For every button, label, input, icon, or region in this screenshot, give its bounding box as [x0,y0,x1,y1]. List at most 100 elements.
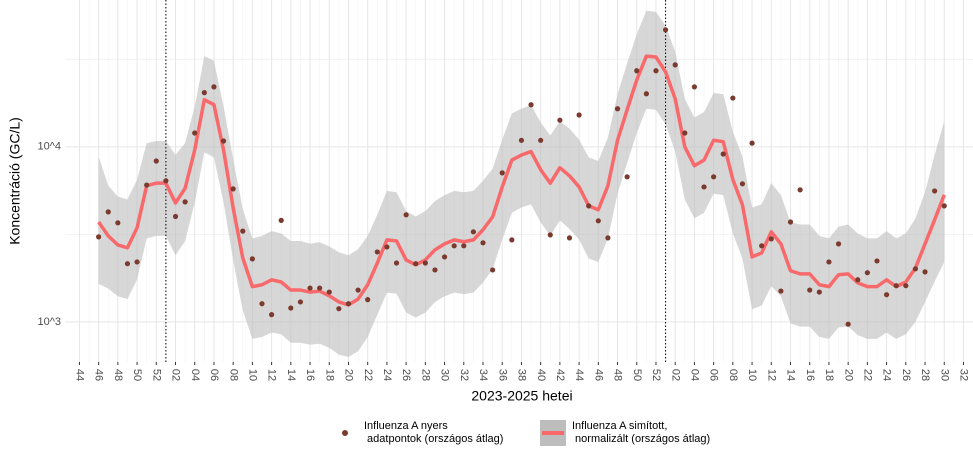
data-point [509,237,515,243]
data-point [432,267,438,273]
data-point [163,178,169,184]
x-tick-label: 40 [535,369,547,381]
data-point [422,260,428,266]
smoothed-line [97,54,946,307]
x-tick-label: 22 [861,369,873,381]
data-point [614,106,621,112]
x-tick-label: 32 [958,369,970,381]
x-tick-label: 20 [343,369,355,381]
data-point [826,259,832,265]
y-tick-label: 10^4 [37,141,61,153]
data-point [297,299,304,305]
data-point [855,277,861,283]
legend-label: Influenza A nyers adatpontok (országos á… [364,420,504,445]
data-point [470,229,476,235]
data-point [192,130,198,136]
x-tick-label: 10 [246,369,258,381]
data-point [912,266,919,272]
data-point [662,27,669,33]
x-tick-label: 28 [419,369,431,381]
x-tick-label: 42 [554,369,566,381]
data-point [115,220,121,226]
x-axis-title: 2023-2025 hetei [471,388,572,404]
x-tick-label: 16 [304,369,316,381]
data-point [691,84,698,90]
data-point [490,267,496,273]
data-point [268,312,275,318]
data-point [461,243,467,249]
data-point [288,305,294,311]
x-tick-label: 50 [131,369,143,381]
data-point [605,235,611,241]
x-tick-label: 24 [381,369,393,381]
data-point [441,254,448,260]
data-point [249,256,255,262]
data-point [730,95,736,101]
data-point [557,117,563,123]
data-point [278,217,284,223]
data-point [259,301,265,307]
y-tick-label: 10^3 [37,316,61,328]
x-tick-label: 12 [765,369,777,381]
data-point [903,283,909,289]
data-point [172,213,179,220]
data-point [518,137,525,143]
x-tick-label: 30 [439,369,451,381]
data-point [586,203,592,209]
data-point [355,287,361,293]
data-point [711,174,717,180]
data-point [739,181,746,187]
data-point [864,270,870,276]
data-point [345,301,352,307]
data-point [893,283,899,289]
data-point [384,244,390,250]
x-tick-label: 04 [689,369,701,381]
data-point [403,212,409,218]
legend-item: Influenza A nyers adatpontok (országos á… [332,420,503,446]
data-point [874,258,880,264]
data-point [336,306,342,312]
data-point [797,187,803,193]
data-point [595,218,601,224]
x-tick-label: 44 [573,369,585,381]
x-tick-label: 52 [650,369,662,381]
x-tick-label: 44 [74,369,86,381]
x-tick-label: 08 [227,369,239,381]
data-point [451,243,457,249]
data-point [538,137,544,143]
x-tick-label: 08 [727,369,739,381]
data-point [672,62,678,68]
data-point [807,287,813,293]
data-point [153,158,159,164]
data-point [653,68,659,74]
data-point [768,236,774,242]
data-point [835,241,842,247]
data-point [643,91,649,97]
x-tick-label: 28 [919,369,931,381]
data-point [634,68,640,74]
x-tick-label: 10 [746,369,758,381]
confidence-band [98,10,945,358]
data-point [624,174,630,180]
data-point [105,209,111,215]
data-point [845,321,851,327]
x-tick-label: 52 [150,369,162,381]
legend-key [332,420,358,446]
x-tick-label: 48 [612,369,624,381]
x-tick-label: 18 [323,369,335,381]
x-tick-label: 20 [842,369,854,381]
x-tick-label: 50 [631,369,643,381]
data-point [759,243,765,249]
data-point [124,261,131,267]
x-tick-label: 06 [208,369,220,381]
x-tick-label: 14 [785,369,797,381]
x-tick-label: 26 [400,369,412,381]
data-point [393,260,400,266]
data-point [701,184,707,190]
x-tick-label: 04 [189,369,201,381]
data-point [413,261,419,267]
x-tick-label: 48 [112,369,124,381]
x-tick-label: 24 [881,369,893,381]
x-tick-label: 12 [266,369,278,381]
